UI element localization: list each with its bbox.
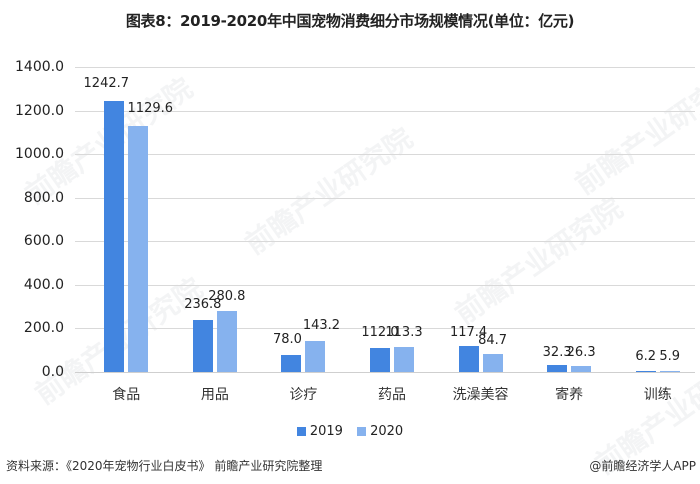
- bar-2019: [635, 370, 656, 372]
- value-label-2019: 117.4: [449, 325, 488, 340]
- value-label-2020: 26.3: [566, 345, 596, 360]
- bar-2020: [128, 125, 149, 372]
- value-label-2020: 5.9: [659, 349, 681, 364]
- y-tick-label: 1200.0: [15, 103, 64, 119]
- x-category-label: 用品: [200, 387, 229, 403]
- x-category-label: 药品: [378, 387, 406, 403]
- value-label-2020: 1129.6: [127, 101, 174, 116]
- value-label-2020: 84.7: [478, 333, 508, 348]
- gridline: [75, 241, 695, 242]
- value-label-2020: 113.3: [385, 325, 423, 340]
- x-category-label: 训练: [643, 387, 672, 403]
- bar-2019: [281, 355, 302, 372]
- value-label-2019: 1242.7: [83, 76, 130, 91]
- x-category-label: 寄养: [555, 387, 584, 403]
- value-label-2019: 6.2: [635, 349, 657, 364]
- bar-2020: [571, 366, 592, 372]
- watermark: 前瞻产业研究院: [449, 191, 629, 331]
- value-label-2019: 236.8: [184, 297, 222, 312]
- bar-2019: [458, 346, 479, 372]
- value-label-2020: 143.2: [302, 318, 341, 333]
- y-tick-label: 800.0: [23, 190, 64, 206]
- bar-chart: 前瞻产业研究院前瞻产业研究院前瞻产业研究院前瞻产业研究院前瞻产业研究院前瞻产业研…: [15, 59, 700, 481]
- y-tick-label: 600.0: [23, 233, 64, 249]
- legend-item-2019: 2019: [296, 424, 343, 439]
- x-category-label: 诊疗: [289, 387, 318, 403]
- bar-2020: [305, 340, 326, 372]
- legend: 2019 2020: [0, 424, 700, 440]
- legend-swatch-2020: [357, 427, 367, 436]
- bar-2019: [370, 347, 390, 372]
- gridline: [75, 198, 695, 199]
- value-label-2020: 280.8: [208, 289, 246, 304]
- bar-2020: [659, 370, 680, 372]
- bar-2020: [216, 310, 237, 372]
- y-tick-label: 0.0: [41, 364, 64, 380]
- bar-2019: [104, 101, 125, 372]
- x-category-label: 食品: [112, 387, 141, 403]
- bar-2019: [192, 320, 213, 372]
- bar-2020: [482, 353, 503, 372]
- y-tick-label: 1000.0: [15, 146, 64, 162]
- gridline: [75, 285, 695, 286]
- watermark: 前瞻产业研究院: [569, 61, 700, 201]
- gridline: [75, 111, 695, 112]
- y-tick-label: 400.0: [23, 277, 64, 293]
- value-label-2019: 78.0: [272, 332, 302, 347]
- legend-swatch-2019: [296, 427, 306, 436]
- legend-label-2020: 2020: [370, 424, 404, 439]
- source-note: 资料来源：《2020年宠物行业白皮书》 前瞻产业研究院整理: [6, 459, 323, 473]
- gridline: [75, 328, 695, 329]
- bar-2020: [394, 347, 414, 372]
- legend-item-2020: 2020: [357, 424, 403, 439]
- x-category-label: 洗澡美容: [452, 387, 509, 403]
- value-label-2019: 112.0: [361, 325, 399, 340]
- legend-label-2019: 2019: [309, 424, 343, 439]
- gridline: [75, 372, 695, 373]
- value-label-2019: 32.3: [542, 345, 572, 360]
- y-tick-label: 200.0: [23, 320, 64, 336]
- chart-title: 图表8：2019-2020年中国宠物消费细分市场规模情况(单位：亿元): [125, 12, 575, 30]
- credit-note: @前瞻经济学人APP: [589, 459, 696, 473]
- gridline: [75, 154, 695, 155]
- bar-2019: [547, 364, 568, 372]
- gridline: [75, 67, 695, 68]
- y-tick-label: 1400.0: [15, 59, 64, 75]
